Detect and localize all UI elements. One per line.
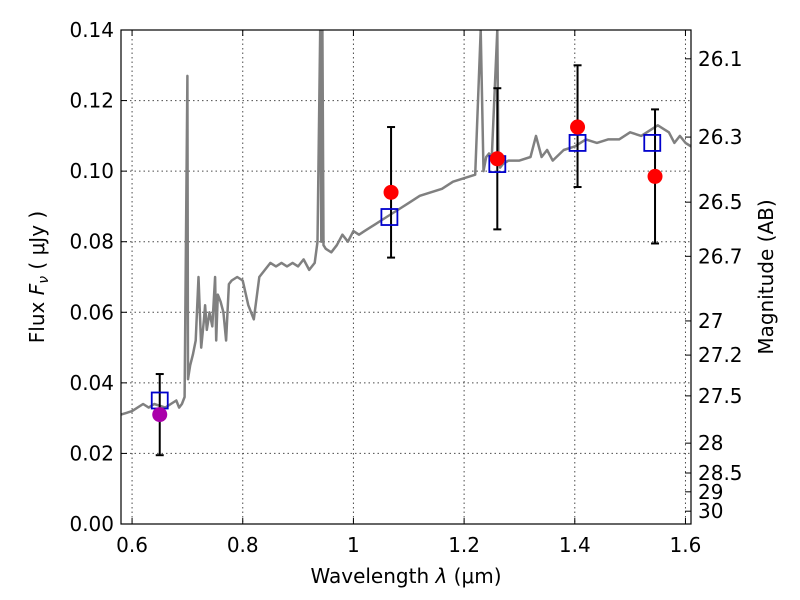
x-tick-label: 0.6 (116, 533, 148, 557)
x-tick-label: 0.8 (227, 533, 259, 557)
y-tick-label: 0.12 (69, 89, 114, 113)
model-square-marker (380, 208, 399, 226)
y-axis-title-var: F (25, 283, 49, 295)
x-tick-label: 1.4 (559, 533, 591, 557)
y2-tick-label: 28 (698, 431, 723, 455)
y-tick-label: 0.14 (69, 18, 114, 42)
x-tick-label: 1.6 (670, 533, 702, 557)
y-tick-label: 0.00 (69, 512, 114, 536)
y-tick-label: 0.08 (69, 230, 114, 254)
y2-tick-label: 26.1 (698, 47, 743, 71)
observed-point-marker (383, 184, 399, 200)
y2-tick-label: 26.5 (698, 190, 743, 214)
spectrum-line (121, 30, 691, 416)
observed-point-marker (152, 407, 168, 423)
y-axis-title: Flux Fν ( μJy ) (25, 211, 52, 343)
x-axis-title-var: λ (434, 564, 447, 588)
y-tick-label: 0.10 (69, 159, 114, 183)
axes: 0.6 0.8 1 1.2 1.4 1.6 0.00 0.02 0.04 0.06 0.08 0.10… (69, 18, 742, 557)
y2-tick-label: 26.3 (698, 125, 743, 149)
model-square-marker (643, 134, 662, 152)
model-square-marker (568, 134, 587, 152)
y-axis-title-sub: ν (36, 276, 52, 284)
y-axis-title-suffix: ( μJy ) (25, 211, 49, 276)
y-tick-label: 0.06 (69, 300, 114, 324)
y2-tick-label: 28.5 (698, 461, 743, 485)
observed-point-marker (489, 151, 505, 167)
x-axis-title: Wavelength λ (μm) (310, 564, 501, 588)
y2-tick-label: 27.2 (698, 343, 743, 367)
x-tick-label: 1.2 (448, 533, 480, 557)
y-tick-label: 0.04 (69, 371, 114, 395)
y2-tick-label: 26.7 (698, 244, 743, 268)
x-tick-label: 1 (347, 533, 360, 557)
plot-frame (120, 29, 692, 525)
right-axis-title: Magnitude (AB) (754, 199, 778, 354)
observed-point-marker (570, 119, 586, 135)
y-axis-title-prefix: Flux (25, 295, 49, 343)
y2-tick-label: 30 (698, 499, 723, 523)
x-axis-title-suffix: (μm) (447, 564, 501, 588)
x-axis-title-prefix: Wavelength (310, 564, 435, 588)
observed-point-marker (647, 168, 663, 184)
y2-tick-label: 27.5 (698, 384, 743, 408)
y2-tick-label: 27 (698, 309, 723, 333)
y2-tick-label: 29 (698, 480, 723, 504)
plot-area (121, 30, 691, 457)
y-tick-label: 0.02 (69, 441, 114, 465)
